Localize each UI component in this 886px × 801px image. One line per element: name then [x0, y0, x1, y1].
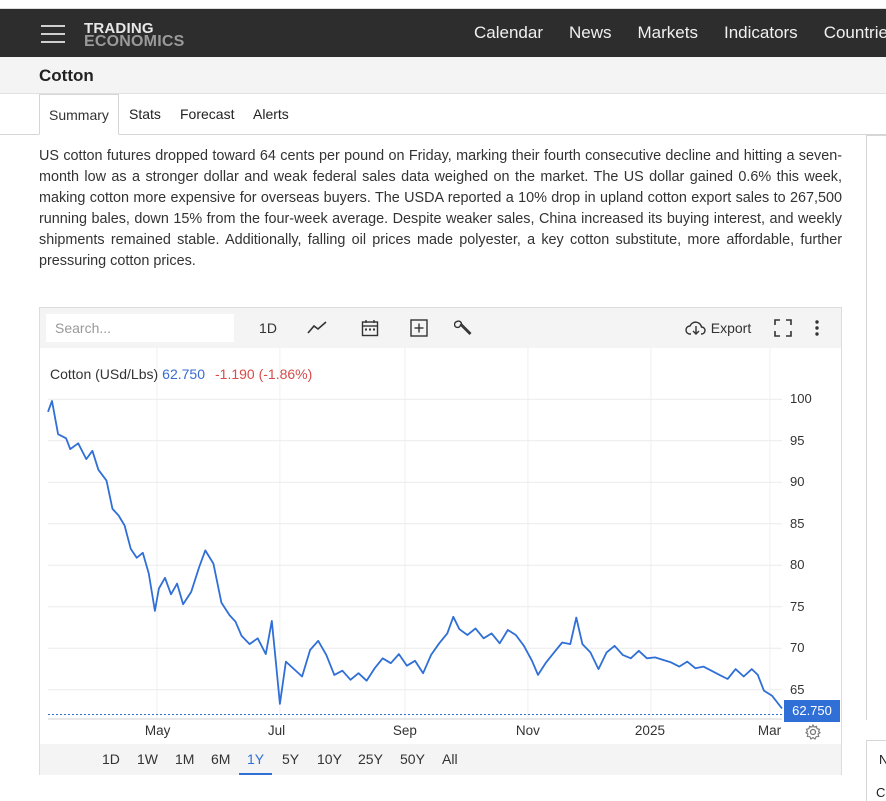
nav-link-indicators[interactable]: Indicators [723, 23, 798, 42]
y-tick-label: 85 [790, 515, 805, 531]
y-tick-label: 90 [790, 474, 805, 490]
page-title-bar: Cotton [0, 57, 886, 94]
page-title: Cotton [39, 66, 94, 85]
browser-top-strip [0, 0, 886, 9]
range-25y[interactable]: 25Y [358, 751, 383, 767]
nav-link-markets[interactable]: Markets [637, 23, 698, 42]
chart-search-input[interactable] [46, 314, 234, 342]
price-chart-svg [47, 348, 784, 720]
y-tick-label: 75 [790, 598, 805, 614]
range-1d[interactable]: 1D [102, 751, 120, 767]
logo-line-2: ECONOMICS [84, 33, 185, 50]
market-summary-text: US cotton futures dropped toward 64 cent… [39, 148, 842, 269]
site-logo[interactable]: TRADING ECONOMICS [84, 20, 185, 50]
tab-summary[interactable]: Summary [39, 94, 119, 135]
x-tick-label: Mar [757, 723, 782, 738]
range-5y[interactable]: 5Y [282, 751, 300, 767]
tab-forecast[interactable]: Forecast [180, 106, 235, 122]
top-navbar: TRADING ECONOMICS Calendar News Markets … [0, 9, 886, 57]
chart-toolbar: 1D Export [40, 308, 841, 348]
range-50y[interactable]: 50Y [400, 751, 425, 767]
range-10y[interactable]: 10Y [317, 751, 342, 767]
main-nav-links: Calendar News Markets Indicators Countri… [474, 9, 886, 57]
line-chart-icon[interactable] [306, 308, 328, 348]
more-icon[interactable] [810, 308, 824, 348]
x-tick-label: Jul [267, 723, 286, 738]
chart-plot-area[interactable]: Cotton (USd/Lbs) 62.750 -1.190 (-1.86%) 65… [40, 348, 841, 744]
x-tick-label: Sep [392, 723, 417, 738]
y-tick-label: 65 [790, 681, 805, 697]
logo-line-1: TRADING [84, 20, 154, 37]
add-indicator-icon[interactable] [409, 308, 429, 348]
last-price-marker: 62.750 [784, 700, 840, 722]
nav-link-news[interactable]: News [569, 23, 612, 42]
page-tabs: Summary Stats Forecast Alerts [0, 94, 886, 135]
y-tick-label: 70 [790, 640, 805, 656]
right-sidebar-panel [866, 135, 886, 720]
legend-series-name: Cotton (USd/Lbs) [50, 366, 159, 382]
y-tick-label: 100 [790, 391, 812, 407]
right-sidebar-row-text: C [876, 785, 886, 800]
nav-link-countries[interactable]: Countries [823, 23, 886, 42]
time-range-selector: 1D 1W 1M 6M 1Y 5Y 10Y 25Y 50Y All [40, 744, 841, 775]
x-tick-label: 2025 [634, 723, 665, 738]
tab-alerts[interactable]: Alerts [253, 106, 289, 122]
export-label: Export [710, 320, 752, 336]
hamburger-menu-icon[interactable] [41, 25, 65, 43]
right-sidebar-header-text: N [879, 752, 886, 767]
wrench-icon[interactable] [453, 308, 473, 348]
cloud-download-icon [685, 321, 706, 335]
series-line-cotton [47, 400, 783, 710]
range-1w[interactable]: 1W [137, 751, 158, 767]
fullscreen-icon[interactable] [773, 308, 793, 348]
nav-link-calendar[interactable]: Calendar [474, 23, 543, 42]
x-tick-label: Nov [515, 723, 540, 738]
range-all[interactable]: All [442, 751, 458, 767]
legend-last-value: 62.750 [162, 366, 205, 382]
range-1m[interactable]: 1M [175, 751, 195, 767]
calendar-icon[interactable] [359, 308, 381, 348]
x-tick-label: May [144, 723, 171, 738]
chart-legend: Cotton (USd/Lbs) 62.750 -1.190 (-1.86%) [50, 366, 312, 382]
price-chart-widget: 1D Export Cotton (USd/Lbs)62.750-1.190 (… [39, 307, 842, 775]
range-6m[interactable]: 6M [211, 751, 231, 767]
interval-button[interactable]: 1D [259, 320, 277, 336]
export-button[interactable]: Export [683, 308, 753, 348]
right-sidebar-table [866, 740, 886, 801]
tab-stats[interactable]: Stats [129, 106, 161, 122]
y-tick-label: 80 [790, 557, 805, 573]
chart-settings-gear-icon[interactable] [805, 723, 821, 745]
y-tick-label: 95 [790, 432, 805, 448]
legend-change: -1.190 (-1.86%) [215, 366, 313, 382]
range-1y[interactable]: 1Y [239, 744, 273, 775]
